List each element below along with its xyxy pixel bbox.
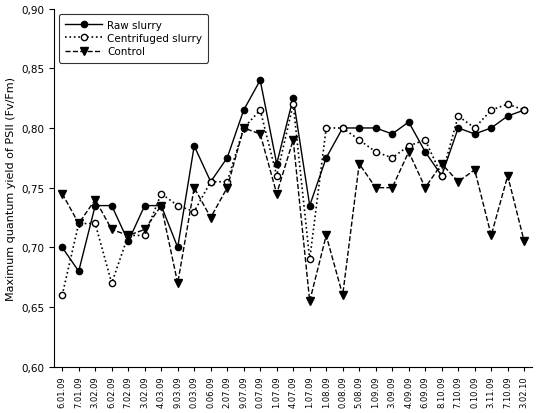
Line: Raw slurry: Raw slurry [59,78,527,275]
Centrifuged slurry [505,102,511,107]
Control [125,233,131,238]
Raw slurry [125,240,131,244]
Raw slurry [307,204,313,209]
Control [92,198,98,203]
Control [109,228,115,233]
Control [422,186,428,191]
Centrifuged slurry [158,192,165,197]
Raw slurry [471,132,478,137]
Control [208,216,214,221]
Control [406,150,412,155]
Raw slurry [455,126,462,131]
Control [174,281,181,286]
Control [191,186,197,191]
Raw slurry [273,162,280,167]
Centrifuged slurry [75,221,82,226]
Raw slurry [521,108,527,113]
Control [59,192,66,197]
Centrifuged slurry [208,180,214,185]
Raw slurry [75,269,82,274]
Raw slurry [505,114,511,119]
Control [290,138,296,143]
Centrifuged slurry [240,126,247,131]
Control [323,233,329,238]
Centrifuged slurry [488,108,494,113]
Centrifuged slurry [339,126,346,131]
Raw slurry [224,156,230,161]
Raw slurry [422,150,428,155]
Centrifuged slurry [224,180,230,185]
Line: Centrifuged slurry: Centrifuged slurry [59,102,527,299]
Raw slurry [109,204,115,209]
Centrifuged slurry [455,114,462,119]
Centrifuged slurry [372,150,379,155]
Y-axis label: Maximum quantum yield of PSII (Fv/Fm): Maximum quantum yield of PSII (Fv/Fm) [5,76,16,300]
Control [471,168,478,173]
Centrifuged slurry [125,233,131,238]
Raw slurry [290,96,296,101]
Centrifuged slurry [273,174,280,179]
Centrifuged slurry [59,293,66,298]
Raw slurry [438,174,445,179]
Raw slurry [356,126,363,131]
Control [455,180,462,185]
Control [158,204,165,209]
Raw slurry [158,204,165,209]
Centrifuged slurry [174,204,181,209]
Control [240,126,247,131]
Raw slurry [92,204,98,209]
Control [339,293,346,298]
Control [389,186,395,191]
Legend: Raw slurry, Centrifuged slurry, Control: Raw slurry, Centrifuged slurry, Control [59,15,208,63]
Centrifuged slurry [141,233,148,238]
Centrifuged slurry [323,126,329,131]
Control [257,132,264,137]
Control [438,162,445,167]
Raw slurry [488,126,494,131]
Raw slurry [406,120,412,125]
Control [488,233,494,238]
Centrifuged slurry [471,126,478,131]
Raw slurry [141,204,148,209]
Control [224,186,230,191]
Centrifuged slurry [307,257,313,262]
Centrifuged slurry [257,108,264,113]
Raw slurry [339,126,346,131]
Control [307,299,313,304]
Raw slurry [389,132,395,137]
Control [273,192,280,197]
Control [356,162,363,167]
Centrifuged slurry [521,108,527,113]
Raw slurry [191,144,197,149]
Raw slurry [323,156,329,161]
Centrifuged slurry [356,138,363,143]
Control [372,186,379,191]
Raw slurry [208,180,214,185]
Raw slurry [372,126,379,131]
Centrifuged slurry [438,174,445,179]
Centrifuged slurry [422,138,428,143]
Centrifuged slurry [290,102,296,107]
Raw slurry [240,108,247,113]
Centrifuged slurry [406,144,412,149]
Control [505,174,511,179]
Line: Control: Control [58,124,528,306]
Raw slurry [174,245,181,250]
Control [75,221,82,226]
Centrifuged slurry [191,209,197,214]
Control [521,240,527,244]
Raw slurry [257,78,264,83]
Centrifuged slurry [92,221,98,226]
Centrifuged slurry [109,281,115,286]
Centrifuged slurry [389,156,395,161]
Raw slurry [59,245,66,250]
Control [141,228,148,233]
